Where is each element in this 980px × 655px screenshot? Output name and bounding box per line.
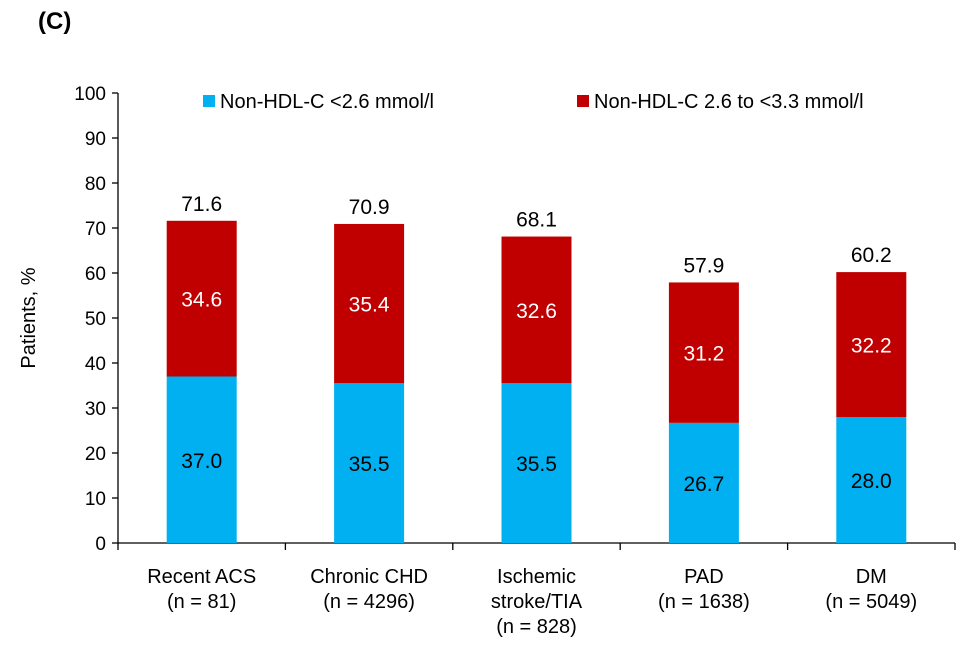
bar-value-label: 34.6 [181, 289, 222, 312]
y-tick: 0 [95, 534, 118, 555]
y-tick: 90 [85, 129, 118, 150]
y-tick: 70 [85, 219, 118, 240]
bars: 37.0 34.6 71.6 Recent ACS (n = 81) 35.5 35.4 70… [147, 193, 917, 638]
y-tick-label: 70 [85, 219, 106, 240]
y-tick: 40 [85, 354, 118, 375]
y-tick-label: 20 [85, 444, 106, 465]
y-tick: 50 [85, 309, 118, 330]
y-tick-label: 60 [85, 264, 106, 285]
y-tick: 30 [85, 399, 118, 420]
bar-segment [668, 282, 739, 423]
x-category-label: stroke/TIA [491, 591, 583, 613]
bar-group: 35.5 35.4 70.9 Chronic CHD (n = 4296) [310, 196, 428, 613]
bar-value-label: 26.7 [683, 473, 724, 496]
bar-total-label: 57.9 [683, 254, 724, 277]
y-tick-label: 50 [85, 309, 106, 330]
y-tick: 10 [85, 489, 118, 510]
bar-group: 28.0 32.2 60.2 DM (n = 5049) [825, 244, 917, 613]
y-tick-label: 90 [85, 129, 106, 150]
bar-value-label: 32.2 [851, 335, 892, 358]
bar-value-label: 35.4 [349, 294, 390, 317]
bar-segment [668, 422, 739, 543]
x-category-label: (n = 828) [496, 616, 577, 638]
bar-value-label: 35.5 [349, 453, 390, 476]
bar-segment [501, 383, 572, 543]
y-tick-label: 30 [85, 399, 106, 420]
legend: Non-HDL-C <2.6 mmol/l Non-HDL-C 2.6 to <3… [203, 91, 864, 113]
x-category-label: (n = 1638) [658, 591, 750, 613]
x-category-label: (n = 5049) [825, 591, 917, 613]
bar-segment [501, 236, 572, 384]
x-category-label: PAD [684, 566, 724, 588]
bar-group: 26.7 31.2 57.9 PAD (n = 1638) [658, 254, 750, 613]
bar-value-label: 31.2 [683, 343, 724, 366]
panel-label: (C) [38, 8, 72, 35]
bar-value-label: 37.0 [181, 450, 222, 473]
x-category-label: (n = 81) [167, 591, 236, 613]
bar-value-label: 35.5 [516, 453, 557, 476]
bar-segment [334, 223, 405, 384]
y-tick-label: 10 [85, 489, 106, 510]
y-tick: 20 [85, 444, 118, 465]
x-category-label: Recent ACS [147, 566, 256, 588]
y-tick: 80 [85, 174, 118, 195]
legend-swatch [203, 95, 215, 107]
bar-segment [166, 376, 237, 543]
x-category-label: Chronic CHD [310, 566, 428, 588]
legend-label: Non-HDL-C 2.6 to <3.3 mmol/l [594, 91, 864, 113]
x-category-label: Ischemic [497, 566, 576, 588]
legend-item: Non-HDL-C 2.6 to <3.3 mmol/l [577, 91, 864, 113]
y-tick-label: 80 [85, 174, 106, 195]
bar-group: 35.5 32.6 68.1 Ischemic stroke/TIA (n = 828) [491, 209, 583, 638]
y-tick-label: 0 [95, 534, 106, 555]
y-axis-label: Patients, % [18, 267, 40, 368]
x-axis [117, 542, 956, 550]
bar-total-label: 70.9 [349, 196, 390, 219]
x-category-label: DM [856, 566, 887, 588]
legend-label: Non-HDL-C <2.6 mmol/l [220, 91, 434, 113]
y-tick: 100 [74, 84, 118, 105]
bar-segment [166, 220, 237, 377]
y-tick-label: 40 [85, 354, 106, 375]
y-tick: 60 [85, 264, 118, 285]
bar-value-label: 28.0 [851, 470, 892, 493]
bar-segment [836, 417, 907, 543]
bar-total-label: 60.2 [851, 244, 892, 267]
legend-item: Non-HDL-C <2.6 mmol/l [203, 91, 434, 113]
bar-total-label: 71.6 [181, 193, 222, 216]
bar-value-label: 32.6 [516, 300, 557, 323]
bar-group: 37.0 34.6 71.6 Recent ACS (n = 81) [147, 193, 256, 613]
legend-swatch [577, 95, 589, 107]
bar-segment [334, 383, 405, 543]
x-category-label: (n = 4296) [323, 591, 415, 613]
y-axis: 0 10 20 30 40 50 60 70 80 90 100 [74, 84, 119, 555]
y-tick-label: 100 [74, 84, 106, 105]
bar-total-label: 68.1 [516, 209, 557, 232]
bar-segment [836, 272, 907, 417]
